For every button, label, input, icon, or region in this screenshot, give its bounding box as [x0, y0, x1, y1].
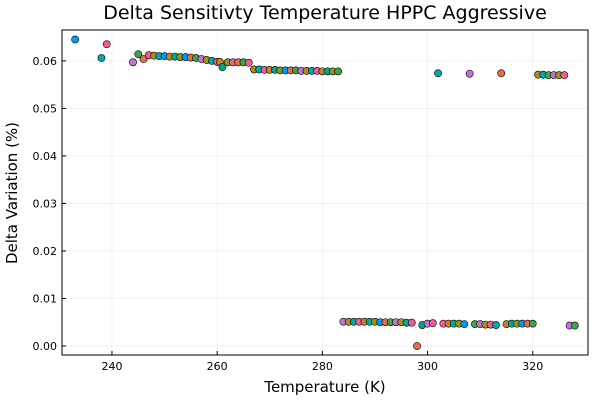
plot-frame	[61, 29, 589, 356]
data-point	[428, 319, 437, 328]
data-points	[71, 35, 579, 350]
data-point	[407, 318, 416, 327]
x-tick-label: 320	[522, 360, 543, 373]
axis-ticks: 240 260 280 300 320 0.00 0.01 0.02 0.03 0.04 0.05 0…	[33, 55, 544, 373]
data-point	[465, 69, 474, 78]
grid-lines	[62, 30, 588, 355]
data-point	[244, 58, 253, 67]
y-axis-label: Delta Variation (%)	[3, 122, 21, 264]
chart-title: Delta Sensitivty Temperature HPPC Aggres…	[103, 2, 547, 24]
y-tick-label: 0.05	[33, 102, 58, 115]
data-point	[528, 319, 537, 328]
data-point	[102, 40, 111, 49]
data-point	[218, 63, 227, 71]
x-tick-label: 240	[101, 360, 122, 373]
x-tick-label: 280	[312, 360, 333, 373]
y-tick-label: 0.01	[33, 292, 58, 305]
data-point	[570, 321, 579, 330]
data-point	[413, 342, 421, 350]
x-tick-label: 300	[417, 360, 438, 373]
y-tick-label: 0.00	[33, 340, 58, 353]
data-point	[560, 71, 569, 80]
data-point	[460, 320, 469, 329]
y-tick-label: 0.04	[33, 150, 58, 163]
y-tick-label: 0.02	[33, 245, 58, 258]
y-tick-label: 0.06	[33, 55, 58, 68]
data-point	[71, 35, 80, 44]
data-point	[434, 69, 442, 78]
data-point	[497, 69, 506, 78]
data-point	[139, 55, 148, 63]
data-point	[134, 50, 143, 59]
y-tick-label: 0.03	[33, 197, 58, 210]
data-point	[334, 67, 343, 76]
data-point	[129, 58, 137, 67]
data-point	[492, 321, 500, 329]
data-point	[97, 54, 106, 62]
x-tick-label: 260	[207, 360, 228, 373]
x-axis-label: Temperature (K)	[263, 378, 385, 396]
